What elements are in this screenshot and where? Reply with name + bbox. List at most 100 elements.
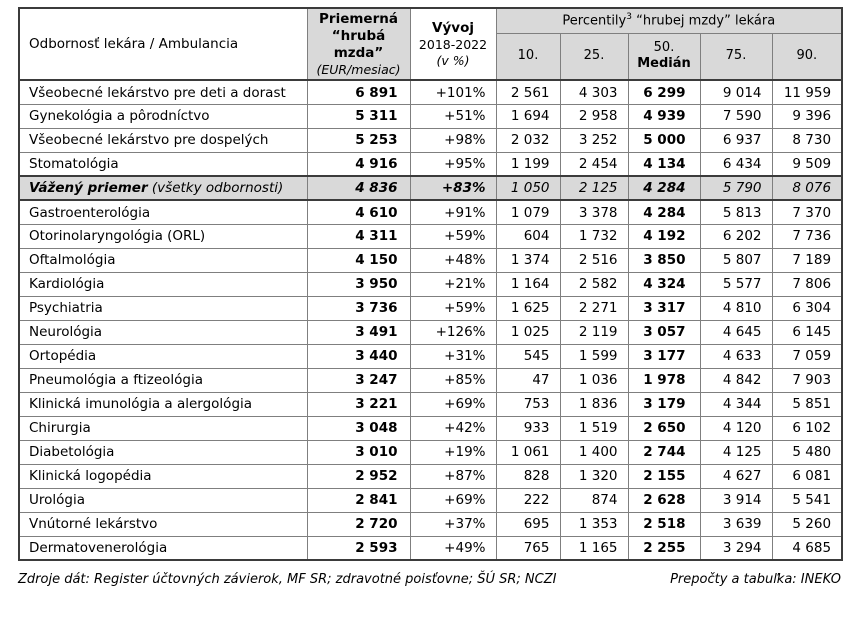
percentile-25-cell: 2 516 (559, 247, 629, 273)
percentile-10-cell: 47 (495, 367, 561, 393)
percentile-90-cell: 7 903 (771, 367, 843, 393)
specialty-cell: Klinická logopédia (18, 463, 308, 489)
percentile-50-median-cell: 2 628 (627, 487, 701, 513)
average-wage-cell: 5 311 (306, 103, 411, 129)
percentile-50-median-cell: 3 317 (627, 295, 701, 321)
percentile-25-cell: 2 271 (559, 295, 629, 321)
percentile-90-cell: 6 145 (771, 319, 843, 345)
growth-cell: +85% (409, 367, 497, 393)
percentiles-footnote-marker: 3 (626, 11, 632, 22)
growth-cell: +59% (409, 295, 497, 321)
percentile-75-cell: 4 120 (699, 415, 773, 441)
growth-cell: +95% (409, 151, 497, 177)
average-wage-cell: 4 916 (306, 151, 411, 177)
growth-period: 2018-2022 (418, 36, 488, 52)
percentile-50-median-cell: 2 155 (627, 463, 701, 489)
percentile-10-cell: 1 164 (495, 271, 561, 297)
percentile-50-median-cell: 4 284 (627, 175, 701, 202)
average-wage-label-line1: Priemerná (319, 11, 398, 27)
percentile-75-cell: 3 294 (699, 535, 773, 561)
percentile-10-cell: 1 694 (495, 103, 561, 129)
column-header-growth: Vývoj 2018-2022 (v %) (409, 7, 497, 82)
percentile-10-cell: 1 625 (495, 295, 561, 321)
percentile-90-cell: 9 396 (771, 103, 843, 129)
average-wage-cell: 5 253 (306, 127, 411, 153)
percentile-90-cell: 4 685 (771, 535, 843, 561)
percentile-75-cell: 9 014 (699, 79, 773, 105)
growth-cell: +91% (409, 199, 497, 225)
table-row: Neurológia 3 491 +126% 1 025 2 119 3 057 4 645… (18, 319, 843, 345)
percentile-75-cell: 5 790 (699, 175, 773, 202)
percentile-90-cell: 11 959 (771, 79, 843, 105)
average-wage-unit: (EUR/mesiac) (316, 61, 401, 77)
percentile-90-cell: 6 081 (771, 463, 843, 489)
percentile-75-cell: 6 937 (699, 127, 773, 153)
percentile-25-cell: 2 454 (559, 151, 629, 177)
specialty-cell: Chirurgia (18, 415, 308, 441)
percentile-10-cell: 753 (495, 391, 561, 417)
growth-unit: (v %) (436, 52, 470, 68)
percentile-10-cell: 1 374 (495, 247, 561, 273)
column-header-p50-median: 50. Medián (627, 32, 701, 82)
percentile-90-cell: 5 260 (771, 511, 843, 537)
percentile-50-median-cell: 4 192 (627, 223, 701, 249)
percentile-10-cell: 1 050 (495, 175, 561, 202)
percentile-10-cell: 2 032 (495, 127, 561, 153)
percentile-90-cell: 5 480 (771, 439, 843, 465)
percentile-75-cell: 4 633 (699, 343, 773, 369)
percentile-90-cell: 7 736 (771, 223, 843, 249)
percentile-50-median-cell: 4 134 (627, 151, 701, 177)
specialty-cell: Neurológia (18, 319, 308, 345)
percentile-10-cell: 545 (495, 343, 561, 369)
table-body: Všeobecné lekárstvo pre deti a dorast 6 8… (18, 79, 843, 561)
percentile-50-median-cell: 4 324 (627, 271, 701, 297)
table-row: Oftalmológia 4 150 +48% 1 374 2 516 3 850 5 80… (18, 247, 843, 273)
percentile-25-cell: 1 836 (559, 391, 629, 417)
percentile-50-median-cell: 5 000 (627, 127, 701, 153)
table-row: Klinická imunológia a alergológia 3 221 +6… (18, 391, 843, 417)
table-row: Vážený priemer (všetky odbornosti) 4 836 +… (18, 175, 843, 202)
average-wage-cell: 2 841 (306, 487, 411, 513)
percentile-90-cell: 5 541 (771, 487, 843, 513)
table-row: Pneumológia a ftizeológia 3 247 +85% 47 1 03… (18, 367, 843, 393)
average-wage-cell: 3 491 (306, 319, 411, 345)
percentile-10-cell: 1 061 (495, 439, 561, 465)
table-row: Všeobecné lekárstvo pre dospelých 5 253 +9… (18, 127, 843, 153)
percentile-10-cell: 695 (495, 511, 561, 537)
percentile-10-cell: 2 561 (495, 79, 561, 105)
header-row-percentiles: 10. 25. 50. Medián 75. 90. (19, 32, 843, 82)
percentile-75-cell: 6 202 (699, 223, 773, 249)
percentiles-title: Percentily (562, 13, 627, 29)
specialty-cell: Urológia (18, 487, 308, 513)
table-row: Klinická logopédia 2 952 +87% 828 1 320 2 155… (18, 463, 843, 489)
specialty-cell: Všeobecné lekárstvo pre dospelých (18, 127, 308, 153)
average-wage-label-line3: mzda” (333, 44, 384, 61)
average-wage-cell: 4 836 (306, 175, 411, 202)
percentile-25-cell: 3 252 (559, 127, 629, 153)
percentile-50-median-cell: 1 978 (627, 367, 701, 393)
percentile-25-cell: 1 400 (559, 439, 629, 465)
table-row: Dermatovenerológia 2 593 +49% 765 1 165 2 255… (18, 535, 843, 561)
specialty-cell: Klinická imunológia a alergológia (18, 391, 308, 417)
percentile-50-median-cell: 3 179 (627, 391, 701, 417)
specialty-cell: Oftalmológia (18, 247, 308, 273)
percentile-75-cell: 4 645 (699, 319, 773, 345)
growth-cell: +51% (409, 103, 497, 129)
percentile-75-cell: 5 813 (699, 199, 773, 225)
percentile-10-cell: 1 199 (495, 151, 561, 177)
average-wage-cell: 3 440 (306, 343, 411, 369)
percentile-25-cell: 1 519 (559, 415, 629, 441)
growth-cell: +98% (409, 127, 497, 153)
percentiles-title-rest: “hrubej mzdy” lekára (631, 13, 776, 29)
table-row: Ortopédia 3 440 +31% 545 1 599 3 177 4 633 7 05… (18, 343, 843, 369)
average-wage-cell: 3 221 (306, 391, 411, 417)
specialty-cell: Gynekológia a pôrodníctvo (18, 103, 308, 129)
table-header: Odbornosť lekára / Ambulancia Priemerná … (18, 7, 843, 82)
percentile-10-cell: 933 (495, 415, 561, 441)
percentile-75-cell: 5 807 (699, 247, 773, 273)
percentile-25-cell: 4 303 (559, 79, 629, 105)
table-row: Stomatológia 4 916 +95% 1 199 2 454 4 134 6 43… (18, 151, 843, 177)
table-row: Kardiológia 3 950 +21% 1 164 2 582 4 324 5 577… (18, 271, 843, 297)
percentile-25-cell: 1 353 (559, 511, 629, 537)
percentile-75-cell: 4 627 (699, 463, 773, 489)
